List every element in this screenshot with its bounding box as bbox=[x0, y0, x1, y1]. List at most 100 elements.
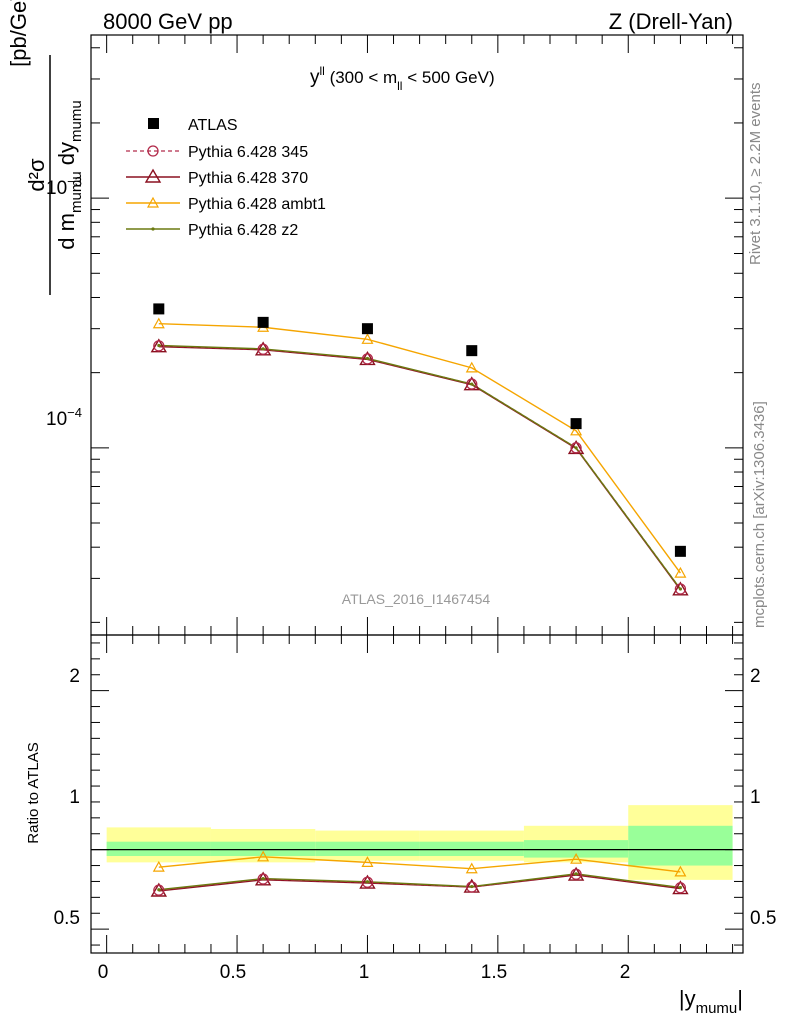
legend-marker-p345 bbox=[147, 145, 159, 157]
main-plot: 10−3 10−4 yll (300 < mll < 500 GeV) ATLA… bbox=[6, 0, 744, 636]
xtick-2: 2 bbox=[620, 962, 631, 983]
rivet-label: Rivet 3.1.10, ≥ 2.2M events bbox=[747, 83, 764, 266]
ratio-band-inner bbox=[628, 825, 733, 866]
main-point-p345 bbox=[361, 353, 374, 365]
legend-item-p345: Pythia 6.428 345 bbox=[126, 144, 308, 161]
xtick-0: 0 bbox=[98, 962, 109, 983]
ratio-line-ambt1 bbox=[158, 856, 681, 873]
main-axis-ticks bbox=[91, 35, 743, 635]
main-point-p370 bbox=[150, 338, 168, 353]
ratio-line-z2 bbox=[158, 873, 681, 891]
legend-label-z2: Pythia 6.428 z2 bbox=[188, 222, 298, 239]
xtick-0.5: 0.5 bbox=[220, 962, 246, 983]
xtick-1: 1 bbox=[359, 962, 370, 983]
ratio-frame bbox=[90, 634, 744, 954]
ratio-band-inner bbox=[106, 841, 211, 857]
ratio-point-ambt1 bbox=[152, 860, 165, 872]
ratio-point-ambt1 bbox=[361, 856, 374, 867]
header-right: Z (Drell-Yan) bbox=[609, 9, 733, 34]
legend-label-ambt1: Pythia 6.428 ambt1 bbox=[188, 196, 326, 213]
legend: ATLAS Pythia 6.428 345 Pythia 6.428 370 … bbox=[126, 117, 326, 239]
main-point-atlas bbox=[466, 345, 478, 357]
ratio-bands bbox=[106, 805, 733, 880]
legend-item-z2: Pythia 6.428 z2 bbox=[126, 222, 298, 239]
ratio-ytick-2: 2 bbox=[69, 666, 80, 687]
ratio-ytick-1-right: 1 bbox=[750, 787, 761, 808]
ratio-point-z2 bbox=[157, 888, 161, 892]
ratio-point-z2 bbox=[261, 876, 265, 881]
header-left: 8000 GeV pp bbox=[103, 9, 233, 34]
main-line-p370 bbox=[158, 346, 681, 591]
ylabel-unit: [pb/GeV] bbox=[6, 0, 31, 67]
ratio-point-p370 bbox=[254, 871, 272, 886]
ratio-point-ambt1 bbox=[674, 865, 687, 877]
ratio-band-inner bbox=[315, 841, 420, 857]
main-point-p345 bbox=[466, 378, 478, 390]
ratio-ytick-0.5: 0.5 bbox=[54, 908, 80, 929]
ytick-1e-3: 10−3 bbox=[46, 174, 82, 199]
ratio-point-z2 bbox=[574, 872, 578, 876]
main-point-z2 bbox=[678, 587, 683, 591]
mcplots-label: mcplots.cern.ch [arXiv:1306.3436] bbox=[751, 401, 768, 628]
main-point-atlas bbox=[257, 316, 269, 328]
analysis-watermark: ATLAS_2016_I1467454 bbox=[342, 591, 491, 607]
main-point-z2 bbox=[574, 446, 578, 450]
legend-label-p370: Pythia 6.428 370 bbox=[188, 170, 308, 187]
main-point-z2 bbox=[470, 382, 474, 386]
ratio-point-p370 bbox=[359, 874, 376, 889]
legend-marker-ambt1 bbox=[146, 196, 160, 208]
legend-label-p345: Pythia 6.428 345 bbox=[188, 144, 308, 161]
legend-marker-z2 bbox=[151, 227, 155, 231]
ratio-point-z2 bbox=[470, 884, 474, 889]
legend-item-ambt1: Pythia 6.428 ambt1 bbox=[126, 196, 326, 213]
ratio-band-inner bbox=[210, 841, 316, 857]
main-line-z2 bbox=[158, 344, 681, 590]
legend-label-atlas: ATLAS bbox=[188, 117, 238, 134]
main-point-ambt1 bbox=[465, 361, 478, 373]
ratio-plot: 2 1 0.5 2 1 0.5 Ratio to ATLAS 0 0.5 1 1… bbox=[25, 634, 776, 1017]
ratio-point-p345 bbox=[674, 882, 687, 894]
ratio-series bbox=[150, 850, 689, 897]
ratio-point-p345 bbox=[257, 873, 269, 885]
xaxis-label: |ymumu| bbox=[679, 986, 743, 1017]
main-point-p345 bbox=[570, 442, 582, 454]
main-point-z2 bbox=[157, 343, 161, 348]
main-point-ambt1 bbox=[152, 317, 165, 329]
main-ylabel: d²σ d mmumu dymumu [pb/GeV] bbox=[6, 0, 85, 295]
ratio-point-p370 bbox=[567, 866, 585, 881]
ratio-point-p345 bbox=[570, 868, 582, 880]
main-point-p345 bbox=[153, 340, 165, 352]
main-point-atlas bbox=[153, 303, 165, 315]
main-point-atlas bbox=[674, 545, 686, 557]
legend-item-atlas: ATLAS bbox=[148, 117, 238, 134]
ratio-band-inner bbox=[419, 841, 524, 857]
ratio-point-ambt1 bbox=[570, 852, 583, 864]
main-series bbox=[150, 303, 689, 596]
main-point-ambt1 bbox=[674, 566, 687, 578]
ytick-1e-4: 10−4 bbox=[46, 405, 82, 430]
main-point-ambt1 bbox=[570, 424, 583, 436]
ratio-ytick-0.5-right: 0.5 bbox=[750, 908, 776, 929]
ratio-point-z2 bbox=[365, 880, 370, 884]
ratio-point-p345 bbox=[153, 884, 165, 896]
legend-marker-atlas bbox=[148, 118, 159, 129]
main-line-ambt1 bbox=[158, 323, 681, 574]
ratio-ytick-1: 1 bbox=[69, 787, 80, 808]
legend-marker-p370 bbox=[144, 168, 162, 183]
ratio-point-p370 bbox=[150, 882, 168, 897]
main-point-p345 bbox=[674, 583, 687, 595]
ratio-point-p345 bbox=[466, 881, 478, 893]
main-point-p370 bbox=[672, 581, 689, 596]
main-point-atlas bbox=[570, 418, 582, 430]
ratio-ytick-2-right: 2 bbox=[750, 666, 761, 687]
ratio-point-p370 bbox=[672, 880, 689, 895]
ylabel-denominator: d mmumu dymumu bbox=[54, 100, 85, 249]
ratio-point-ambt1 bbox=[257, 850, 270, 862]
main-point-z2 bbox=[365, 356, 370, 361]
ratio-point-z2 bbox=[678, 885, 683, 890]
xtick-1.5: 1.5 bbox=[481, 962, 507, 983]
plot-title: yll (300 < mll < 500 GeV) bbox=[310, 64, 495, 93]
main-point-z2 bbox=[261, 347, 265, 351]
ratio-point-p345 bbox=[361, 876, 374, 888]
